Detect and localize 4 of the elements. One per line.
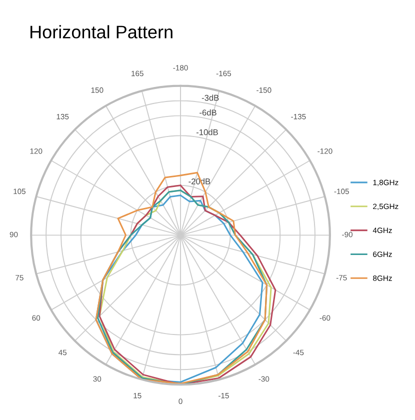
y-tick-label: -3dB bbox=[202, 94, 219, 101]
chart-title: Horizontal Pattern bbox=[30, 25, 172, 38]
y-tick-label: -6dB bbox=[200, 109, 216, 116]
y-tick-label: -10dB bbox=[196, 129, 218, 136]
